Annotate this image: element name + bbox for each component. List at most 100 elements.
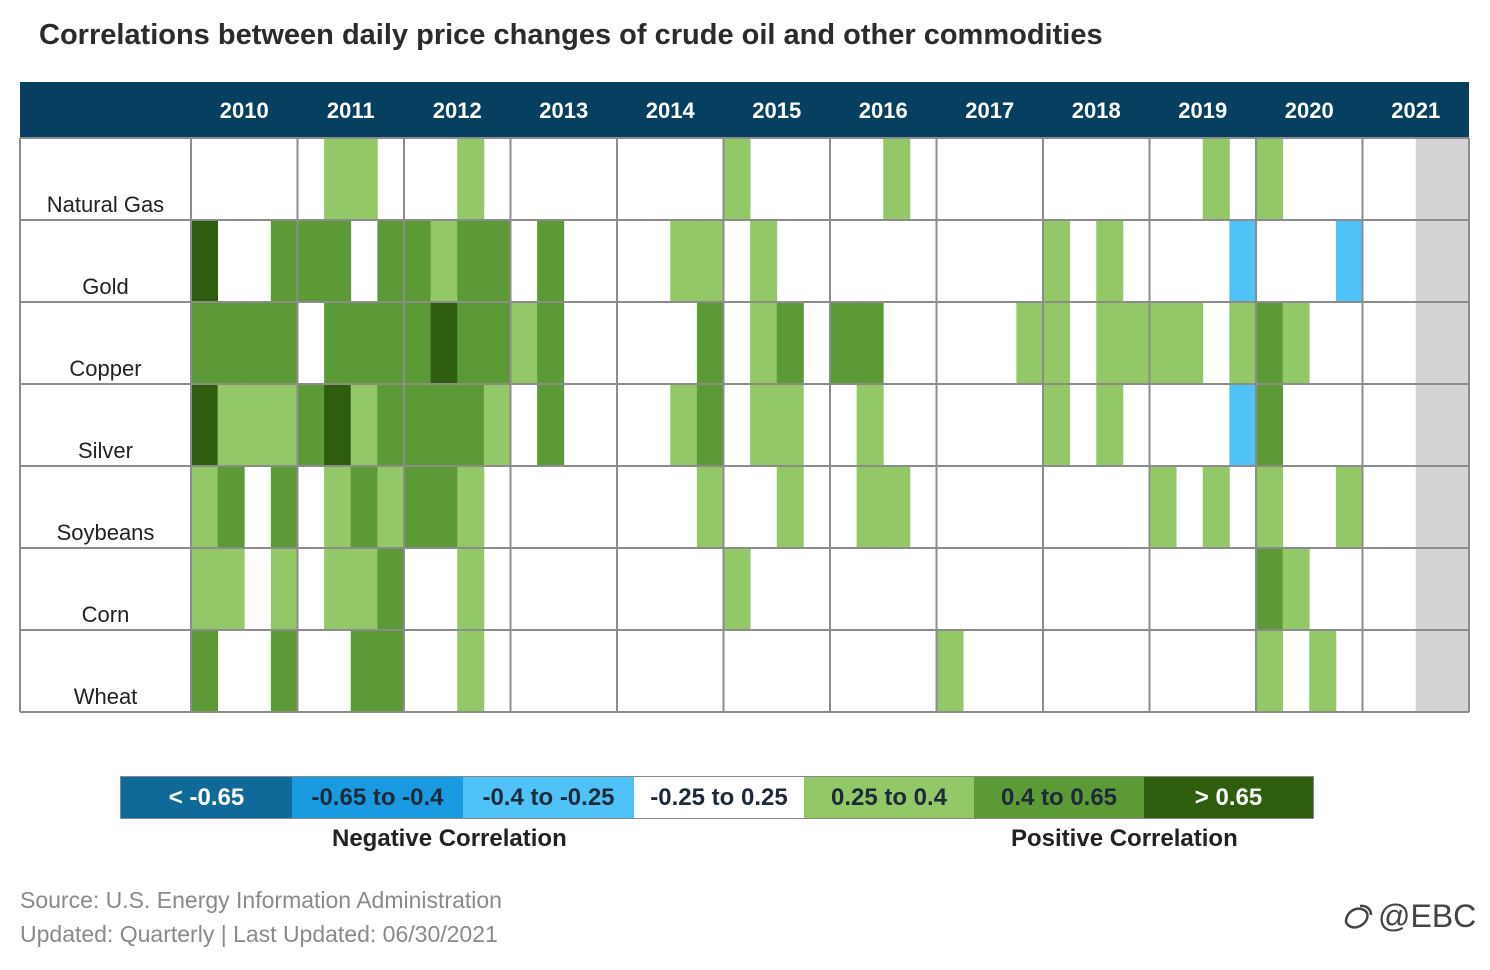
heatmap-cell-copper-10 bbox=[457, 302, 485, 384]
heatmap-cell-soybeans-7 bbox=[377, 466, 405, 548]
heatmap-cell-soybeans-46 bbox=[1415, 466, 1443, 548]
heatmap-cell-corn-20 bbox=[723, 548, 751, 630]
heatmap-cell-silver-39 bbox=[1229, 384, 1257, 466]
heatmap-cell-corn-47 bbox=[1442, 548, 1470, 630]
heatmap-cell-soybeans-26 bbox=[883, 466, 911, 548]
heatmap-cell-silver-0 bbox=[191, 384, 219, 466]
heatmap-cell-soybeans-36 bbox=[1149, 466, 1177, 548]
row-label-wheat: Wheat bbox=[74, 684, 138, 709]
header-bar bbox=[20, 82, 1469, 138]
heatmap-cell-silver-34 bbox=[1096, 384, 1124, 466]
row-label-soybeans: Soybeans bbox=[57, 520, 155, 545]
heatmap-cell-corn-41 bbox=[1282, 548, 1310, 630]
heatmap-cell-corn-40 bbox=[1256, 548, 1284, 630]
legend-item-0: < -0.65 bbox=[121, 777, 292, 818]
heatmap-cell-silver-22 bbox=[776, 384, 804, 466]
heatmap-cell-silver-32 bbox=[1043, 384, 1071, 466]
color-legend: < -0.65 -0.65 to -0.4 -0.4 to -0.25 -0.25 t… bbox=[120, 776, 1314, 819]
heatmap-cell-wheat-40 bbox=[1256, 630, 1284, 712]
heatmap-cell-silver-2 bbox=[244, 384, 272, 466]
positive-correlation-caption: Positive Correlation bbox=[1011, 825, 1238, 852]
heatmap-cell-gold-39 bbox=[1229, 220, 1257, 302]
heatmap-cell-gold-46 bbox=[1415, 220, 1443, 302]
legend-item-5: 0.4 to 0.65 bbox=[974, 777, 1144, 818]
heatmap-cell-soybeans-9 bbox=[430, 466, 458, 548]
legend-item-2: -0.4 to -0.25 bbox=[463, 777, 634, 818]
heatmap-cell-gold-8 bbox=[404, 220, 432, 302]
heatmap-cell-soybeans-22 bbox=[776, 466, 804, 548]
heatmap-cell-gold-3 bbox=[270, 220, 298, 302]
year-label-2017: 2017 bbox=[965, 98, 1014, 123]
heatmap-cell-gold-32 bbox=[1043, 220, 1071, 302]
heatmap-cell-silver-10 bbox=[457, 384, 485, 466]
heatmap-cell-corn-1 bbox=[217, 548, 245, 630]
heatmap-cell-copper-1 bbox=[217, 302, 245, 384]
watermark-text: @EBC bbox=[1378, 898, 1477, 934]
heatmap-cell-copper-24 bbox=[830, 302, 858, 384]
heatmap-cell-copper-19 bbox=[696, 302, 724, 384]
heatmap-cell-copper-9 bbox=[430, 302, 458, 384]
heatmap-cell-copper-2 bbox=[244, 302, 272, 384]
heatmap-cell-silver-7 bbox=[377, 384, 405, 466]
heatmap-cell-soybeans-43 bbox=[1335, 466, 1363, 548]
heatmap-cell-copper-3 bbox=[270, 302, 298, 384]
heatmap-cell-corn-3 bbox=[270, 548, 298, 630]
heatmap-cell-silver-47 bbox=[1442, 384, 1470, 466]
heatmap-cell-wheat-47 bbox=[1442, 630, 1470, 712]
heatmap-cell-gold-19 bbox=[696, 220, 724, 302]
heatmap-cell-gold-10 bbox=[457, 220, 485, 302]
heatmap-cell-silver-8 bbox=[404, 384, 432, 466]
heatmap-cell-soybeans-25 bbox=[856, 466, 884, 548]
heatmap-cell-copper-21 bbox=[750, 302, 778, 384]
heatmap-cell-gold-9 bbox=[430, 220, 458, 302]
row-label-silver: Silver bbox=[78, 438, 133, 463]
heatmap-cell-copper-31 bbox=[1016, 302, 1044, 384]
watermark: @EBC bbox=[1340, 898, 1476, 935]
update-note: Updated: Quarterly | Last Updated: 06/30… bbox=[20, 921, 498, 947]
heatmap-cell-corn-10 bbox=[457, 548, 485, 630]
heatmap-cell-copper-34 bbox=[1096, 302, 1124, 384]
heatmap-cell-corn-0 bbox=[191, 548, 219, 630]
heatmap-cell-wheat-0 bbox=[191, 630, 219, 712]
heatmap-cell-copper-35 bbox=[1122, 302, 1150, 384]
heatmap-cell-soybeans-19 bbox=[696, 466, 724, 548]
heatmap-cell-corn-5 bbox=[324, 548, 352, 630]
heatmap-cell-copper-37 bbox=[1176, 302, 1204, 384]
heatmap-cell-silver-13 bbox=[537, 384, 565, 466]
row-label-gold: Gold bbox=[82, 274, 128, 299]
row-label-corn: Corn bbox=[82, 602, 130, 627]
row-label-natural-gas: Natural Gas bbox=[47, 192, 164, 217]
heatmap-cell-soybeans-5 bbox=[324, 466, 352, 548]
heatmap-cell-soybeans-47 bbox=[1442, 466, 1470, 548]
heatmap-cell-silver-11 bbox=[483, 384, 511, 466]
heatmap-cell-silver-25 bbox=[856, 384, 884, 466]
heatmap-cell-copper-32 bbox=[1043, 302, 1071, 384]
heatmap-cell-soybeans-8 bbox=[404, 466, 432, 548]
heatmap-cell-gold-43 bbox=[1335, 220, 1363, 302]
heatmap-cell-natural-gas-26 bbox=[883, 138, 911, 220]
heatmap-cell-copper-6 bbox=[350, 302, 378, 384]
heatmap-cell-silver-40 bbox=[1256, 384, 1284, 466]
heatmap-cell-copper-5 bbox=[324, 302, 352, 384]
heatmap-cell-soybeans-1 bbox=[217, 466, 245, 548]
correlation-heatmap: 2010 2011 2012 2013 2014 2015 2016 2017 2018 2019… bbox=[19, 82, 1470, 713]
legend-item-1: -0.65 to -0.4 bbox=[292, 777, 463, 818]
year-label-2020: 2020 bbox=[1285, 98, 1334, 123]
heatmap-cell-gold-5 bbox=[324, 220, 352, 302]
heatmap-cell-gold-18 bbox=[670, 220, 698, 302]
heatmap-cell-silver-3 bbox=[270, 384, 298, 466]
heatmap-cell-silver-1 bbox=[217, 384, 245, 466]
year-label-2015: 2015 bbox=[752, 98, 801, 123]
heatmap-cell-soybeans-0 bbox=[191, 466, 219, 548]
heatmap-cell-copper-40 bbox=[1256, 302, 1284, 384]
heatmap-cell-gold-47 bbox=[1442, 220, 1470, 302]
year-label-2011: 2011 bbox=[327, 98, 375, 123]
heatmap-cell-copper-13 bbox=[537, 302, 565, 384]
heatmap-cell-copper-36 bbox=[1149, 302, 1177, 384]
heatmap-cell-gold-34 bbox=[1096, 220, 1124, 302]
heatmap-cell-soybeans-40 bbox=[1256, 466, 1284, 548]
year-label-2021: 2021 bbox=[1391, 98, 1440, 123]
legend-item-3: -0.25 to 0.25 bbox=[634, 777, 804, 818]
heatmap-cell-copper-46 bbox=[1415, 302, 1443, 384]
heatmap-cell-silver-9 bbox=[430, 384, 458, 466]
